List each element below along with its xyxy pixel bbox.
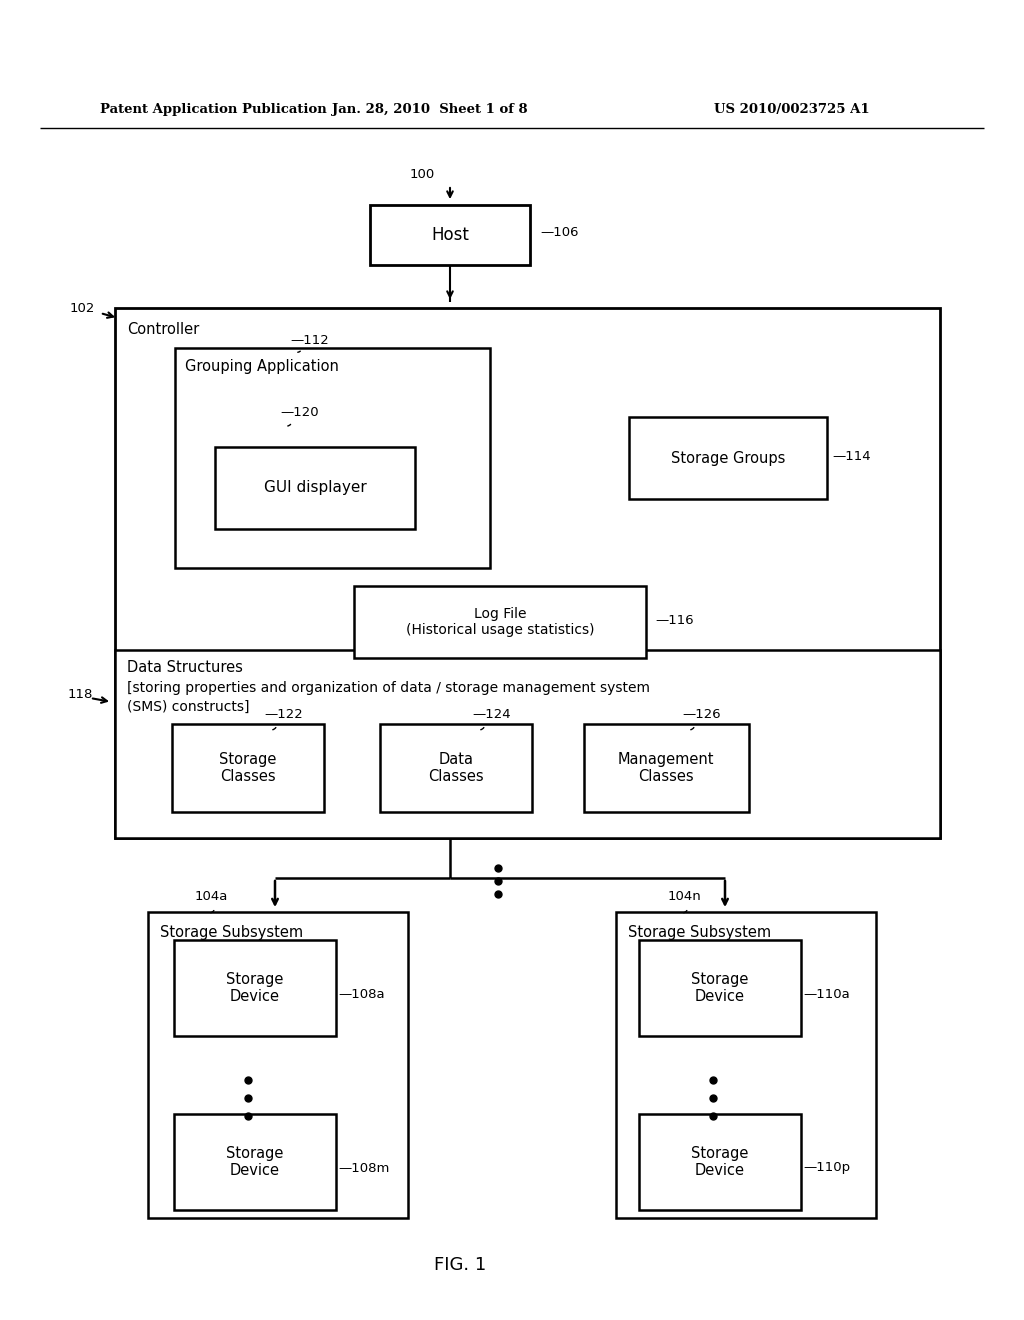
Text: Grouping Application: Grouping Application <box>185 359 339 374</box>
Text: GUI displayer: GUI displayer <box>263 480 367 495</box>
Text: Management
Classes: Management Classes <box>617 752 715 784</box>
Text: —126: —126 <box>682 709 721 722</box>
Text: Storage Subsystem: Storage Subsystem <box>160 924 303 940</box>
Text: US 2010/0023725 A1: US 2010/0023725 A1 <box>715 103 870 116</box>
Text: 102: 102 <box>70 301 95 314</box>
Text: 118: 118 <box>68 689 93 701</box>
Text: —106: —106 <box>540 226 579 239</box>
Text: Host: Host <box>431 226 469 244</box>
Text: 104a: 104a <box>195 891 228 903</box>
Bar <box>639 940 801 1036</box>
Text: Log File
(Historical usage statistics): Log File (Historical usage statistics) <box>406 607 594 638</box>
Text: Storage
Device: Storage Device <box>691 1146 749 1179</box>
Text: —108a: —108a <box>338 989 385 1002</box>
Text: —112: —112 <box>290 334 329 346</box>
Text: 104n: 104n <box>668 891 701 903</box>
Text: Storage
Device: Storage Device <box>691 972 749 1005</box>
Bar <box>174 1114 336 1210</box>
Bar <box>215 447 415 529</box>
Text: Storage Subsystem: Storage Subsystem <box>628 924 771 940</box>
Text: —114: —114 <box>831 450 870 462</box>
Text: FIG. 1: FIG. 1 <box>434 1257 486 1274</box>
Bar <box>370 205 530 265</box>
Text: Patent Application Publication: Patent Application Publication <box>100 103 327 116</box>
Text: —124: —124 <box>472 709 511 722</box>
Text: Storage
Device: Storage Device <box>226 972 284 1005</box>
Text: —120: —120 <box>280 405 318 418</box>
Text: (SMS) constructs]: (SMS) constructs] <box>127 700 250 714</box>
Bar <box>115 308 940 838</box>
Bar <box>175 348 490 568</box>
Text: [storing properties and organization of data / storage management system: [storing properties and organization of … <box>127 681 650 696</box>
Bar <box>148 912 408 1218</box>
Bar <box>616 912 876 1218</box>
Bar <box>584 723 749 812</box>
Bar <box>380 723 532 812</box>
Bar <box>639 1114 801 1210</box>
Text: Data Structures: Data Structures <box>127 660 243 676</box>
Bar <box>629 417 827 499</box>
Bar <box>354 586 646 657</box>
Text: Jan. 28, 2010  Sheet 1 of 8: Jan. 28, 2010 Sheet 1 of 8 <box>332 103 527 116</box>
Text: —110p: —110p <box>803 1162 850 1175</box>
Text: Storage
Device: Storage Device <box>226 1146 284 1179</box>
Bar <box>115 649 940 838</box>
Text: Storage
Classes: Storage Classes <box>219 752 276 784</box>
Bar <box>174 940 336 1036</box>
Text: —108m: —108m <box>338 1162 389 1175</box>
Text: —122: —122 <box>264 709 303 722</box>
Text: Controller: Controller <box>127 322 200 338</box>
Text: —110a: —110a <box>803 989 850 1002</box>
Text: Data
Classes: Data Classes <box>428 752 483 784</box>
Text: Storage Groups: Storage Groups <box>671 450 785 466</box>
Text: —116: —116 <box>655 614 693 627</box>
Text: 100: 100 <box>410 169 435 181</box>
Bar <box>172 723 324 812</box>
